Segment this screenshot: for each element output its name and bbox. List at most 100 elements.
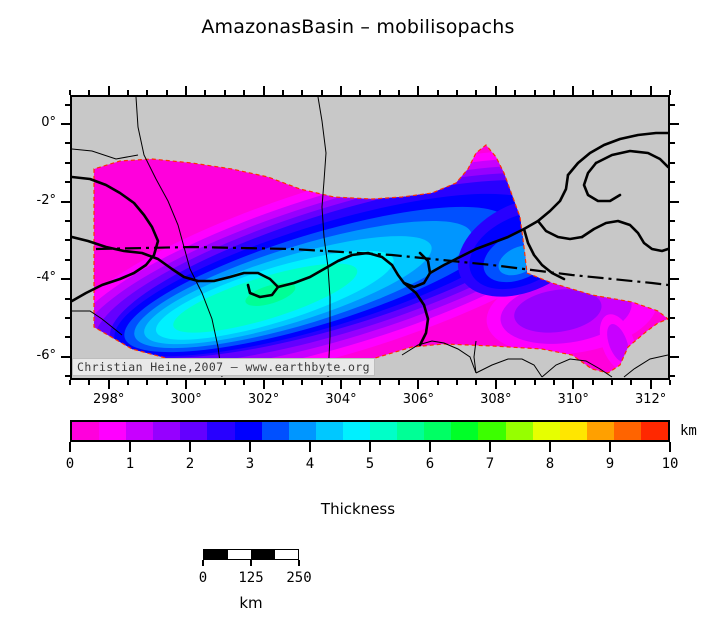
x-tick	[630, 90, 633, 95]
y-tick-label: -6°	[36, 347, 56, 363]
colorbar-tick-labels: 0 1 2 3 4 5 6 7 8 9 10	[0, 456, 716, 476]
colorbar-tick	[549, 442, 551, 452]
x-tick	[514, 90, 517, 95]
x-tick	[339, 86, 342, 95]
map-panel	[70, 95, 670, 380]
colorbar-band	[478, 422, 506, 440]
basin-outline	[93, 144, 668, 374]
y-tick	[65, 142, 70, 145]
colorbar-band	[99, 422, 127, 440]
x-tick	[69, 90, 71, 95]
x-tick	[417, 86, 420, 95]
colorbar-tick	[609, 442, 611, 452]
colorbar-tick	[669, 442, 671, 452]
x-tick	[591, 90, 594, 95]
x-tick-label: 304°	[325, 392, 357, 407]
colorbar-tick-label: 4	[305, 456, 315, 472]
x-tick-label: 300°	[170, 392, 202, 407]
scale-bar-tick	[250, 560, 252, 566]
y-tick	[65, 375, 70, 378]
y-tick-label: 0°	[41, 115, 56, 131]
colorbar-band	[126, 422, 154, 440]
x-tick	[165, 90, 168, 95]
y-tick	[670, 297, 675, 300]
x-tick	[630, 380, 633, 385]
isopach-map-graphic	[72, 97, 668, 378]
colorbar-band	[207, 422, 235, 440]
colorbar-band	[153, 422, 181, 440]
x-tick	[339, 380, 342, 389]
x-tick	[262, 86, 265, 95]
x-tick	[127, 380, 130, 385]
colorbar-band	[640, 422, 669, 440]
scale-bar-segment	[274, 550, 298, 559]
x-tick	[223, 90, 226, 95]
x-tick	[378, 380, 381, 385]
colorbar-tick-label: 2	[185, 456, 195, 472]
colorbar-band	[586, 422, 614, 440]
y-tick	[65, 258, 70, 261]
colorbar-band	[315, 422, 343, 440]
y-tick	[670, 375, 675, 378]
x-tick-label: 312°	[634, 392, 667, 407]
x-tick	[436, 380, 439, 385]
scale-bar-unit: km	[239, 594, 263, 612]
y-tick	[670, 355, 679, 358]
x-tick	[262, 380, 265, 389]
colorbar-band	[559, 422, 587, 440]
colorbar-band	[234, 422, 262, 440]
colorbar-band	[72, 422, 100, 440]
scale-bar-tick-label: 125	[238, 570, 264, 586]
x-tick	[572, 86, 575, 95]
x-tick	[649, 86, 652, 95]
x-tick-label: 306°	[402, 392, 435, 407]
colorbar-band	[505, 422, 533, 440]
y-tick	[670, 239, 675, 242]
x-tick-label: 308°	[480, 392, 512, 407]
x-tick	[669, 380, 671, 385]
y-tick	[65, 316, 70, 319]
political-borders	[72, 97, 668, 378]
x-tick	[204, 90, 207, 95]
x-tick-label: 302°	[247, 392, 280, 407]
y-tick	[670, 220, 675, 223]
colorbar-band	[288, 422, 316, 440]
y-tick	[670, 200, 679, 203]
x-tick	[475, 90, 478, 95]
x-tick	[107, 86, 110, 95]
y-tick	[670, 181, 675, 184]
colorbar-tick	[369, 442, 371, 452]
x-tick	[146, 380, 149, 385]
x-tick	[436, 90, 439, 95]
x-tick	[610, 90, 613, 95]
colorbar-band	[451, 422, 479, 440]
x-tick	[69, 380, 71, 385]
colorbar-tick-label: 5	[365, 456, 375, 472]
y-tick-label: -2°	[36, 192, 56, 208]
scale-bar-tick-label: 250	[286, 570, 312, 586]
attribution-label: Christian Heine,2007 – www.earthbyte.org	[72, 358, 375, 376]
page-title: AmazonasBasin – mobilisopachs	[201, 16, 515, 38]
x-tick	[591, 380, 594, 385]
colorbar-tick-label: 7	[485, 456, 495, 472]
x-tick	[320, 380, 323, 385]
y-tick	[61, 200, 70, 203]
x-tick	[552, 90, 555, 95]
y-tick	[65, 220, 70, 223]
y-tick-label: -4°	[36, 270, 56, 286]
x-tick-label: 310°	[557, 392, 589, 407]
colorbar-tick	[489, 442, 491, 452]
y-tick	[670, 161, 675, 164]
x-tick	[359, 380, 362, 385]
colorbar	[70, 420, 670, 442]
x-tick	[88, 380, 91, 385]
colorbar-tick-label: 3	[245, 456, 255, 472]
x-tick	[146, 90, 149, 95]
x-tick	[127, 90, 130, 95]
scale-bar-tick	[298, 560, 300, 566]
basin-axis-line	[95, 245, 668, 287]
colorbar-band	[613, 422, 641, 440]
x-tick	[281, 380, 284, 385]
x-tick	[223, 380, 226, 385]
x-tick	[456, 380, 459, 385]
